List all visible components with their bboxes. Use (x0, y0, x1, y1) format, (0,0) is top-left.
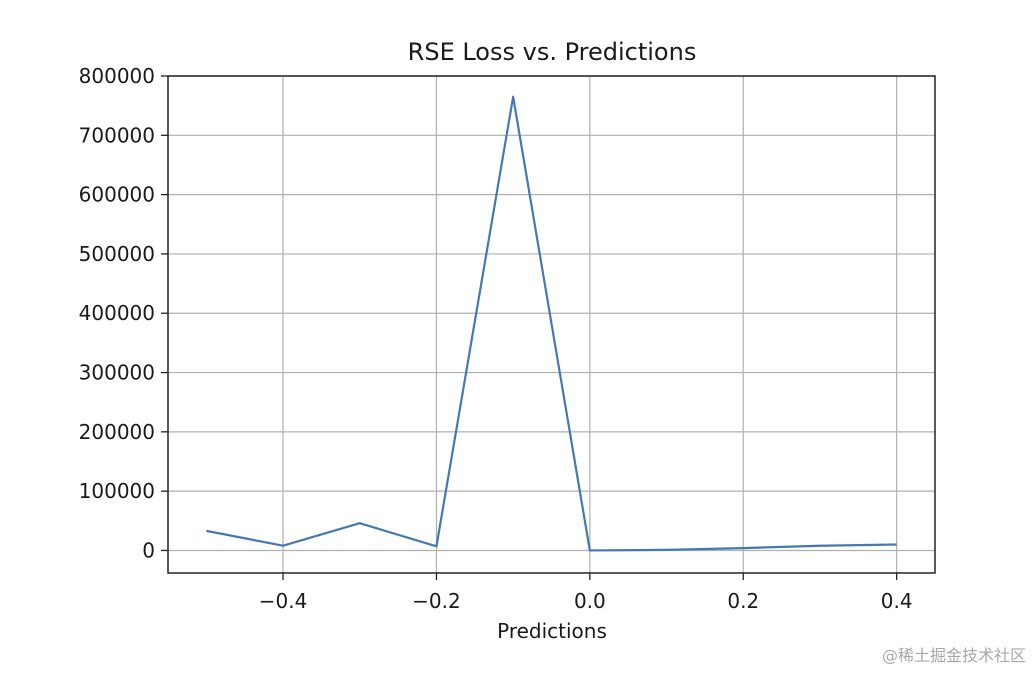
y-tick-label: 100000 (79, 479, 155, 503)
y-tick-label: 400000 (79, 301, 155, 325)
y-tick-label: 800000 (79, 64, 155, 88)
x-tick-label: 0.0 (574, 589, 606, 613)
series-layer (206, 95, 897, 552)
y-tick-label: 500000 (79, 242, 155, 266)
x-tick-label: 0.4 (881, 589, 913, 613)
y-tick-label: 700000 (79, 123, 155, 147)
plot-frame (167, 75, 936, 574)
x-axis: −0.4 −0.2 0.0 0.2 0.4 (259, 573, 913, 613)
y-tick-label: 0 (142, 538, 155, 562)
x-tick-label: −0.4 (259, 589, 308, 613)
x-tick-label: 0.2 (727, 589, 759, 613)
y-tick-label: 300000 (79, 361, 155, 385)
y-tick-label: 200000 (79, 420, 155, 444)
chart-title: RSE Loss vs. Predictions (408, 38, 697, 66)
y-axis: 0 100000 200000 300000 400000 500000 600000 700… (79, 64, 168, 562)
x-axis-label: Predictions (497, 619, 607, 643)
x-tick-label: −0.2 (412, 589, 461, 613)
y-tick-label: 600000 (79, 183, 155, 207)
series-line (206, 95, 897, 552)
watermark: @稀土掘金技术社区 (881, 646, 1026, 665)
